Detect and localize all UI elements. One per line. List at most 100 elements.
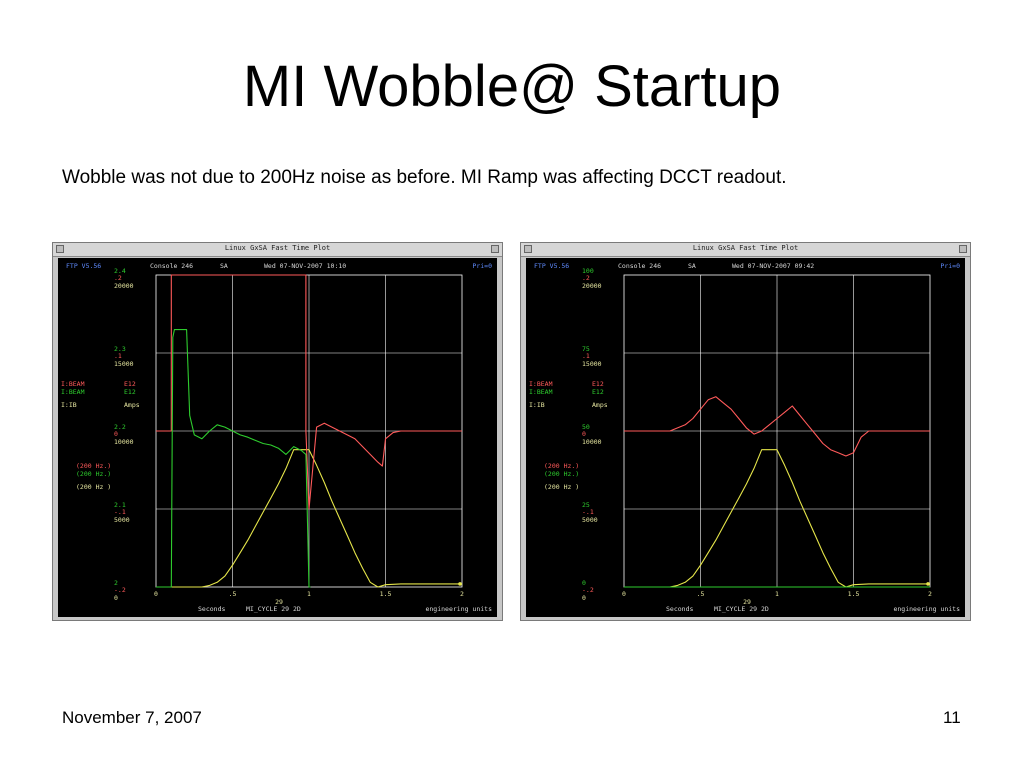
legend-units: E12 <box>124 380 136 388</box>
legend-units: E12 <box>124 388 136 396</box>
y-tick-label-series2: 2.4 <box>114 267 126 275</box>
fast-time-plot-0942: FTP V5.56 Console 246 SA Wed 07-NOV-2007 09… <box>529 262 960 613</box>
y-tick-label-series2: 2 <box>114 579 118 587</box>
series-line-2 <box>156 329 311 588</box>
x-axis-sub-label: 29 <box>743 598 751 606</box>
y-tick-label-series1: 0 <box>582 430 586 438</box>
header-console: Console 246 <box>150 262 193 270</box>
legend-device: I:BEAM <box>61 388 85 396</box>
x-tick-label: 2 <box>460 590 464 598</box>
legend-units: Amps <box>592 401 608 409</box>
legend-range: (200 Hz ) <box>76 483 111 491</box>
units-label: engineering units <box>893 605 960 613</box>
event-label: MI_CYCLE 29 2D <box>246 605 301 613</box>
y-tick-label-series1: -.1 <box>114 508 126 516</box>
legend-device: I:IB <box>61 401 77 409</box>
x-tick-label: 0 <box>622 590 626 598</box>
y-tick-label-series1: -.2 <box>582 586 594 594</box>
fast-time-plot-window-0942: Linux GxSA Fast Time Plot FTP V5.56 Conso… <box>520 242 971 621</box>
x-tick-label: 1 <box>775 590 779 598</box>
x-tick-label: 1.5 <box>380 590 392 598</box>
legend-range: (200 Hz.) <box>76 462 111 470</box>
x-tick-label: 2 <box>928 590 932 598</box>
legend-device: I:IB <box>529 401 545 409</box>
slide-title: MI Wobble@ Startup <box>242 54 782 119</box>
window-title: Linux GxSA Fast Time Plot <box>224 244 331 252</box>
series-end-marker <box>458 582 462 586</box>
y-tick-label-series3: 0 <box>114 594 118 602</box>
y-tick-label-series3: 5000 <box>114 516 130 524</box>
series-line-1 <box>156 274 462 510</box>
y-tick-label-series2: 100 <box>582 267 594 275</box>
page-number: 11 <box>943 708 961 727</box>
y-tick-label-series1: .1 <box>114 352 122 360</box>
plot-screen: FTP V5.56 Console 246 SA Wed 07-NOV-2007 10… <box>58 258 497 617</box>
x-tick-label: .5 <box>697 590 705 598</box>
y-tick-label-series2: 2.2 <box>114 423 126 431</box>
header-datetime: Wed 07-NOV-2007 09:42 <box>732 262 814 270</box>
series-line-3 <box>156 449 462 588</box>
y-tick-label-series2: 25 <box>582 501 590 509</box>
header-console: Console 246 <box>618 262 661 270</box>
y-tick-label-series1: .1 <box>582 352 590 360</box>
legend-range: (200 Hz ) <box>544 483 579 491</box>
y-tick-label-series2: 2.3 <box>114 345 126 353</box>
x-tick-label: 1 <box>307 590 311 598</box>
x-axis-sub-label: 29 <box>275 598 283 606</box>
header-priority: Pri=0 <box>940 262 960 270</box>
header-program: FTP V5.56 <box>534 262 569 270</box>
header-mode: SA <box>220 262 228 270</box>
window-titlebar[interactable]: Linux GxSA Fast Time Plot <box>521 243 970 257</box>
legend-units: Amps <box>124 401 140 409</box>
window-titlebar[interactable]: Linux GxSA Fast Time Plot <box>53 243 502 257</box>
legend-device: I:BEAM <box>529 380 553 388</box>
x-tick-label: 1.5 <box>848 590 860 598</box>
legend-units: E12 <box>592 388 604 396</box>
y-tick-label-series3: 10000 <box>114 438 134 446</box>
x-tick-label: 0 <box>154 590 158 598</box>
legend-range: (200 Hz.) <box>544 470 579 478</box>
y-tick-label-series3: 10000 <box>582 438 602 446</box>
y-tick-label-series3: 20000 <box>114 282 134 290</box>
x-axis-label: Seconds <box>198 605 225 613</box>
header-mode: SA <box>688 262 696 270</box>
x-axis-label: Seconds <box>666 605 693 613</box>
units-label: engineering units <box>425 605 492 613</box>
y-tick-label-series3: 15000 <box>582 360 602 368</box>
series-line-3 <box>624 449 930 588</box>
legend-range: (200 Hz.) <box>76 470 111 478</box>
y-tick-label-series3: 5000 <box>582 516 598 524</box>
y-tick-label-series2: 0 <box>582 579 586 587</box>
y-tick-label-series1: 0 <box>114 430 118 438</box>
window-menu-icon[interactable] <box>524 245 532 253</box>
footer-date: November 7, 2007 <box>62 708 202 727</box>
y-tick-label-series1: .2 <box>582 274 590 282</box>
series-end-marker <box>926 582 930 586</box>
window-maximize-icon[interactable] <box>491 245 499 253</box>
window-menu-icon[interactable] <box>56 245 64 253</box>
window-title: Linux GxSA Fast Time Plot <box>692 244 799 252</box>
series-line-1 <box>624 396 930 457</box>
y-tick-label-series3: 20000 <box>582 282 602 290</box>
y-tick-label-series1: -.2 <box>114 586 126 594</box>
fast-time-plot-1010: FTP V5.56 Console 246 SA Wed 07-NOV-2007 10… <box>61 262 492 613</box>
fast-time-plot-window-1010: Linux GxSA Fast Time Plot FTP V5.56 Conso… <box>52 242 503 621</box>
y-tick-label-series2: 2.1 <box>114 501 126 509</box>
header-priority: Pri=0 <box>472 262 492 270</box>
x-tick-label: .5 <box>229 590 237 598</box>
y-tick-label-series1: .2 <box>114 274 122 282</box>
legend-units: E12 <box>592 380 604 388</box>
y-tick-label-series2: 75 <box>582 345 590 353</box>
y-tick-label-series3: 15000 <box>114 360 134 368</box>
legend-range: (200 Hz.) <box>544 462 579 470</box>
slide-subtitle: Wobble was not due to 200Hz noise as bef… <box>62 167 787 188</box>
header-program: FTP V5.56 <box>66 262 101 270</box>
legend-device: I:BEAM <box>529 388 553 396</box>
event-label: MI_CYCLE 29 2D <box>714 605 769 613</box>
y-tick-label-series3: 0 <box>582 594 586 602</box>
header-datetime: Wed 07-NOV-2007 10:10 <box>264 262 346 270</box>
window-maximize-icon[interactable] <box>959 245 967 253</box>
plot-screen: FTP V5.56 Console 246 SA Wed 07-NOV-2007 09… <box>526 258 965 617</box>
y-tick-label-series1: -.1 <box>582 508 594 516</box>
y-tick-label-series2: 50 <box>582 423 590 431</box>
